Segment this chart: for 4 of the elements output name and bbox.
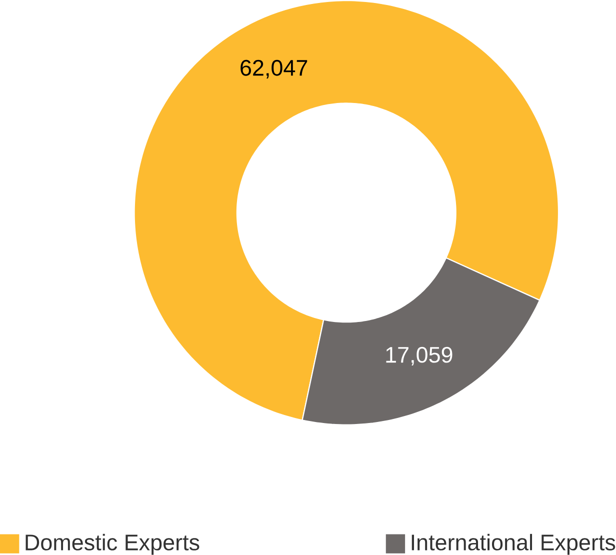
data-label: 17,059 [386,346,452,366]
legend-label: International Experts [412,534,616,555]
legend-label: Domestic Experts [26,534,200,555]
data-label: 62,047 [240,60,308,79]
